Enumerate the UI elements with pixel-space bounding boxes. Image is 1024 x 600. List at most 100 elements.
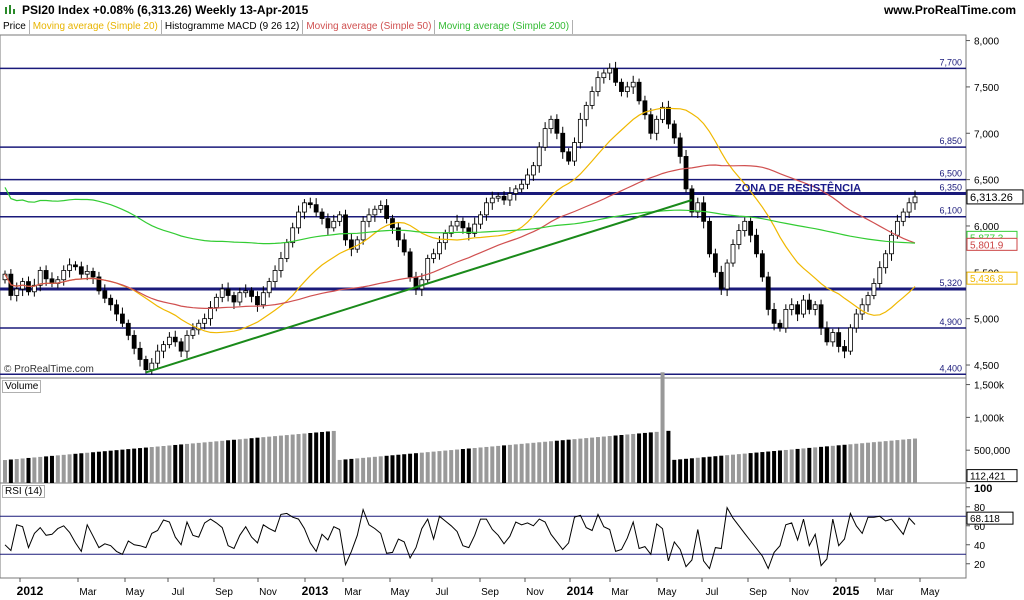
volume-bar	[689, 458, 694, 483]
volume-bar	[320, 431, 325, 483]
volume-last-box	[966, 469, 1018, 483]
candle-body	[724, 262, 730, 290]
volume-bar	[660, 372, 665, 483]
volume-bar	[67, 454, 72, 483]
candle-body	[613, 67, 618, 83]
legend-ma200[interactable]: Moving average (Simple 200)	[435, 20, 574, 34]
candle-body	[96, 276, 102, 292]
candle-body	[695, 202, 701, 213]
candle-body	[255, 296, 260, 306]
volume-bar	[208, 441, 213, 483]
volume-bar	[79, 453, 84, 483]
volume-bar	[478, 447, 483, 483]
candle-body	[348, 239, 354, 250]
candle-body	[325, 218, 331, 229]
volume-bar	[243, 438, 248, 483]
site-url[interactable]: www.ProRealTime.com	[883, 3, 1016, 17]
resistance-annotation: ZONA DE RESISTÊNCIA	[735, 182, 861, 195]
volume-bar	[49, 455, 54, 483]
rsi-tick-label: 40	[974, 541, 986, 552]
volume-bar	[566, 439, 571, 483]
candle-body	[671, 123, 677, 139]
volume-bar	[355, 458, 360, 483]
candle-body	[842, 346, 847, 352]
volume-bar	[214, 441, 219, 483]
volume-bar	[531, 442, 536, 483]
candle-body	[231, 295, 237, 303]
volume-bar	[8, 459, 13, 483]
volume-bar	[619, 434, 624, 483]
x-tick-label: Jul	[172, 587, 185, 598]
volume-bar	[642, 432, 647, 483]
volume-bar	[261, 437, 266, 483]
candle-body	[260, 292, 266, 306]
candle-body	[554, 118, 560, 134]
candle-body	[660, 106, 665, 120]
candle-body	[407, 251, 413, 278]
candle-body	[495, 195, 501, 199]
legend-macd[interactable]: Histogramme MACD (9 26 12)	[162, 20, 304, 34]
candle-body	[619, 81, 624, 92]
x-tick-label: 2013	[302, 584, 329, 598]
volume-bar	[877, 441, 882, 483]
volume-bar	[14, 458, 19, 483]
candle-body	[284, 242, 290, 259]
candle-body	[712, 253, 718, 273]
volume-bar	[108, 450, 113, 483]
candle-body	[296, 211, 301, 229]
candle-body	[783, 308, 789, 329]
candle-body	[589, 91, 595, 106]
candle-body	[812, 304, 818, 310]
volume-bar	[672, 459, 677, 483]
volume-bar	[308, 433, 313, 483]
legend-price[interactable]: Price	[0, 20, 30, 34]
price-tick-label: 4,500	[974, 361, 999, 372]
candle-body	[143, 359, 149, 371]
chart-icon	[5, 5, 15, 14]
candle-body	[155, 350, 161, 364]
rsi-line	[4, 506, 916, 570]
candle-body	[865, 295, 871, 306]
rsi-tick-label: 60	[974, 522, 986, 533]
volume-bar	[179, 444, 184, 483]
volume-bar	[367, 457, 371, 483]
volume-bar	[766, 451, 771, 483]
volume-bar	[302, 433, 307, 483]
candle-body	[683, 156, 689, 190]
volume-bar	[836, 445, 841, 483]
ma-value-box	[966, 237, 1018, 251]
candle-body	[290, 227, 296, 244]
volume-bar	[472, 447, 477, 483]
candle-body	[830, 332, 836, 343]
candle-body	[219, 288, 225, 298]
volume-bar	[783, 449, 788, 483]
candle-body	[425, 258, 431, 281]
volume-bar	[883, 441, 888, 483]
volume-bar	[419, 452, 424, 483]
volume-tick-label: 1,000k	[974, 413, 1005, 424]
volume-bar	[789, 449, 794, 483]
volume-bar	[549, 441, 553, 483]
legend-ma50[interactable]: Moving average (Simple 50)	[303, 20, 436, 34]
candle-body	[484, 202, 489, 216]
candle-body	[14, 288, 20, 296]
volume-bar	[96, 451, 101, 483]
legend-ma20[interactable]: Moving average (Simple 20)	[30, 20, 162, 34]
volume-bar	[120, 449, 125, 483]
x-tick-label: May	[126, 587, 145, 598]
volume-bar	[226, 440, 231, 483]
x-tick-label: Mar	[344, 587, 362, 598]
volume-bar	[55, 455, 60, 483]
volume-bar	[578, 438, 583, 483]
volume-bar	[754, 452, 759, 483]
candle-body	[454, 220, 460, 227]
candle-body	[607, 67, 613, 74]
volume-bar	[161, 445, 166, 483]
candle-body	[249, 290, 254, 297]
volume-bar	[325, 431, 330, 483]
x-tick-label: Sep	[749, 587, 767, 598]
candle-body	[266, 281, 272, 294]
volume-bar	[725, 455, 730, 483]
candle-body	[243, 290, 249, 294]
